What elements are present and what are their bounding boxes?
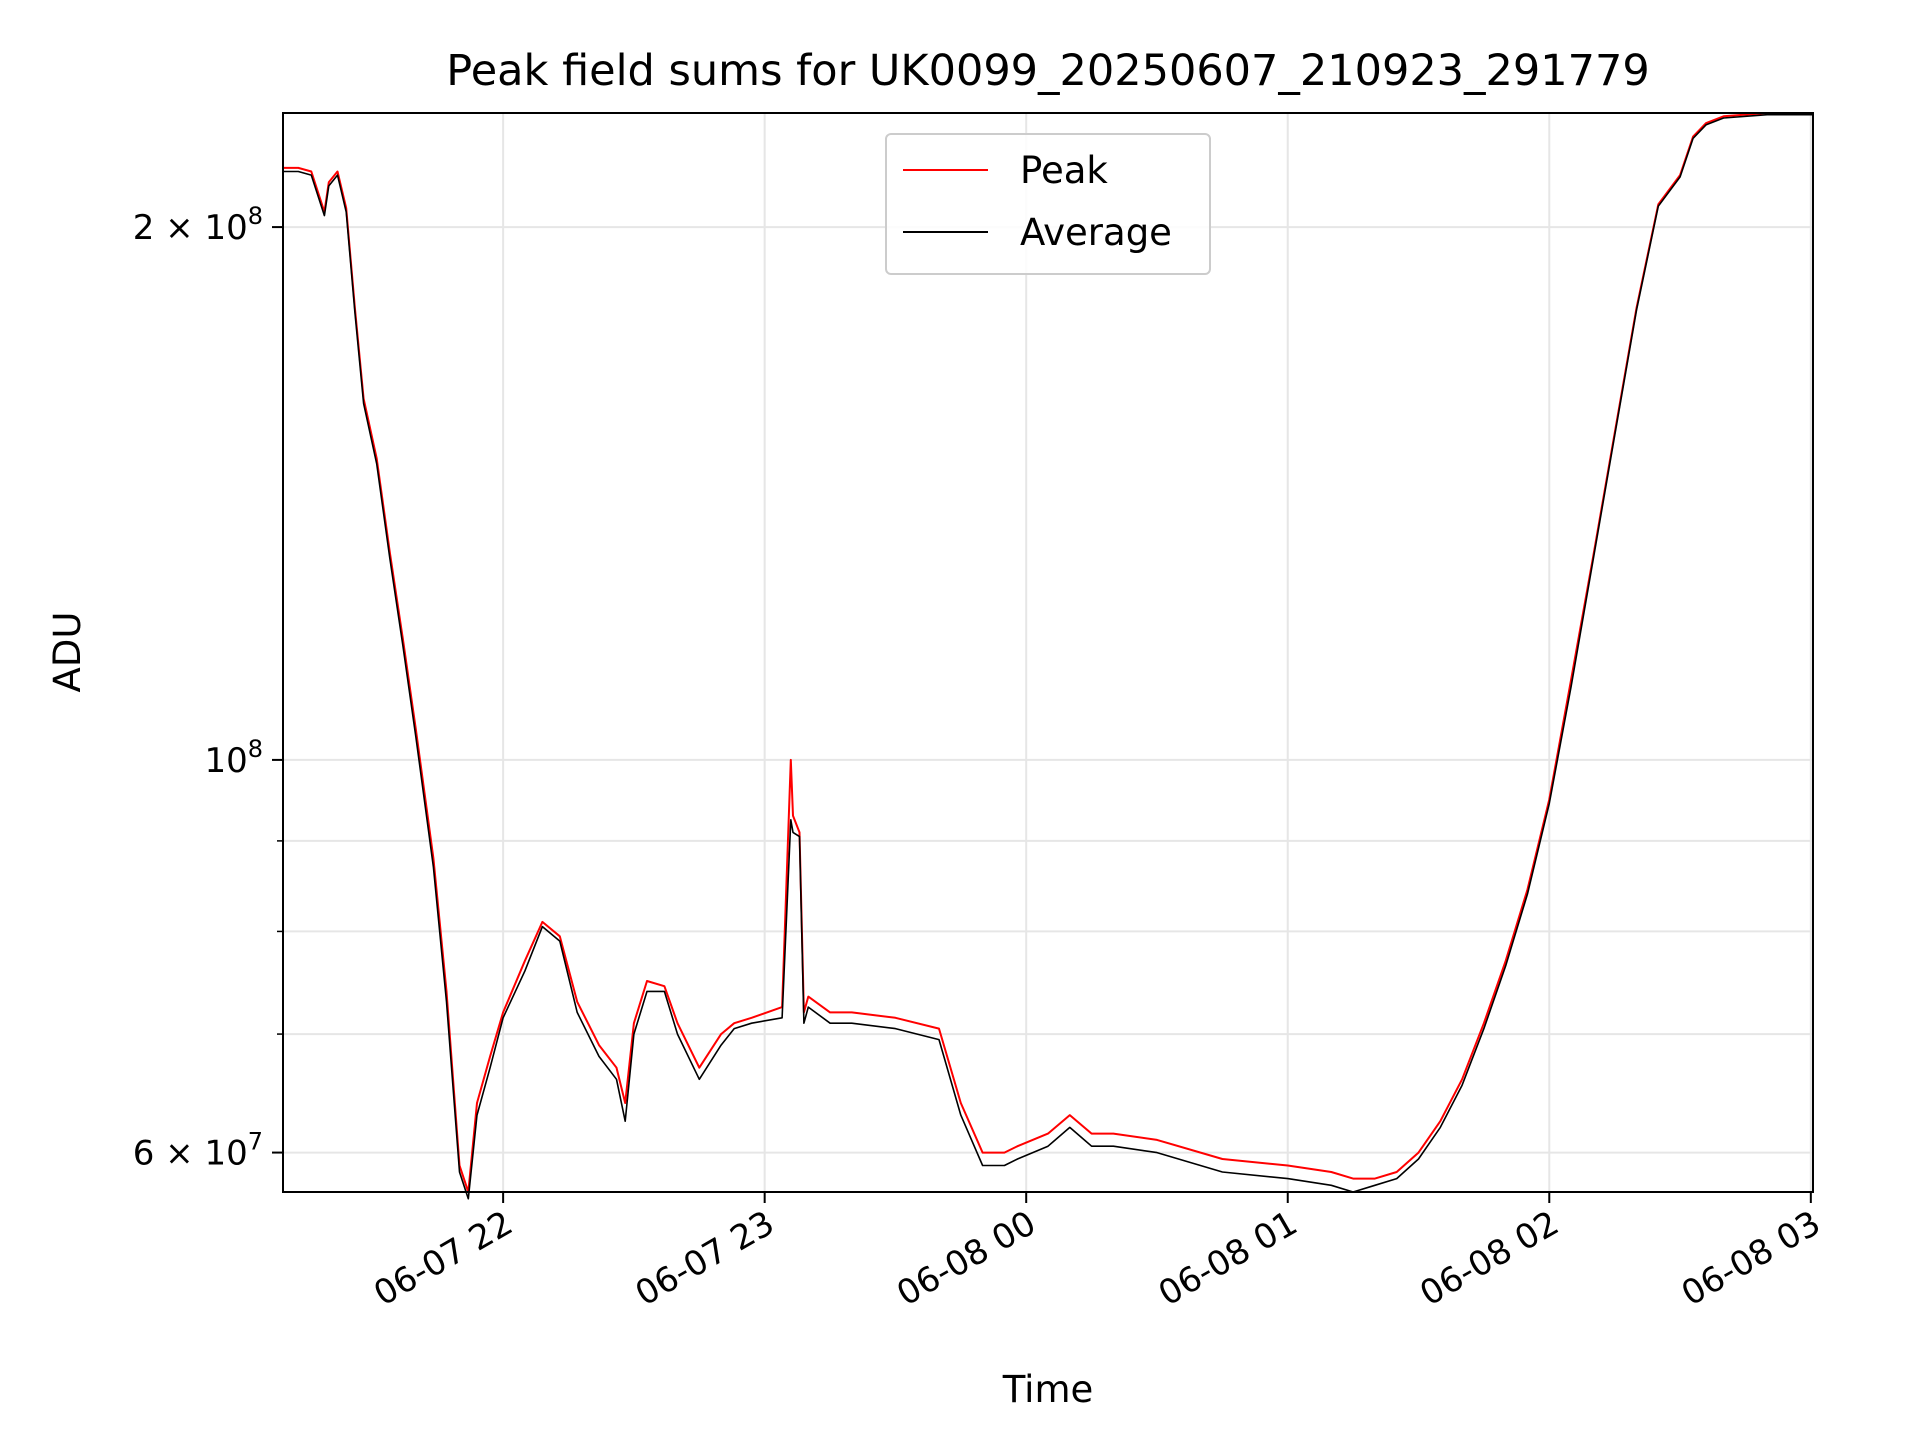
y-tick-label: 2 × 108 bbox=[133, 202, 263, 248]
series-layer bbox=[283, 112, 1813, 1200]
legend: Peak Average bbox=[885, 133, 1211, 275]
y-tick-label-base: 10 bbox=[204, 741, 247, 781]
legend-label-peak: Peak bbox=[1020, 149, 1108, 192]
series-line-average bbox=[283, 113, 1813, 1200]
plot-frame bbox=[282, 112, 1814, 1193]
legend-label-average: Average bbox=[1020, 211, 1172, 254]
chart-title: Peak field sums for UK0099_20250607_2109… bbox=[446, 46, 1649, 96]
y-tick-label-base: 6 × 10 bbox=[133, 1134, 248, 1174]
y-tick-label-exponent: 8 bbox=[248, 202, 263, 230]
x-axis-label: Time bbox=[1002, 1368, 1094, 1411]
y-tick-label-exponent: 8 bbox=[248, 735, 263, 763]
y-tick-label-exponent: 7 bbox=[248, 1128, 263, 1156]
y-axis-label: ADU bbox=[46, 612, 89, 693]
y-tick-label-base: 2 × 10 bbox=[133, 208, 248, 248]
y-tick-label: 108 bbox=[204, 735, 263, 781]
y-tick-label: 6 × 107 bbox=[133, 1128, 263, 1174]
